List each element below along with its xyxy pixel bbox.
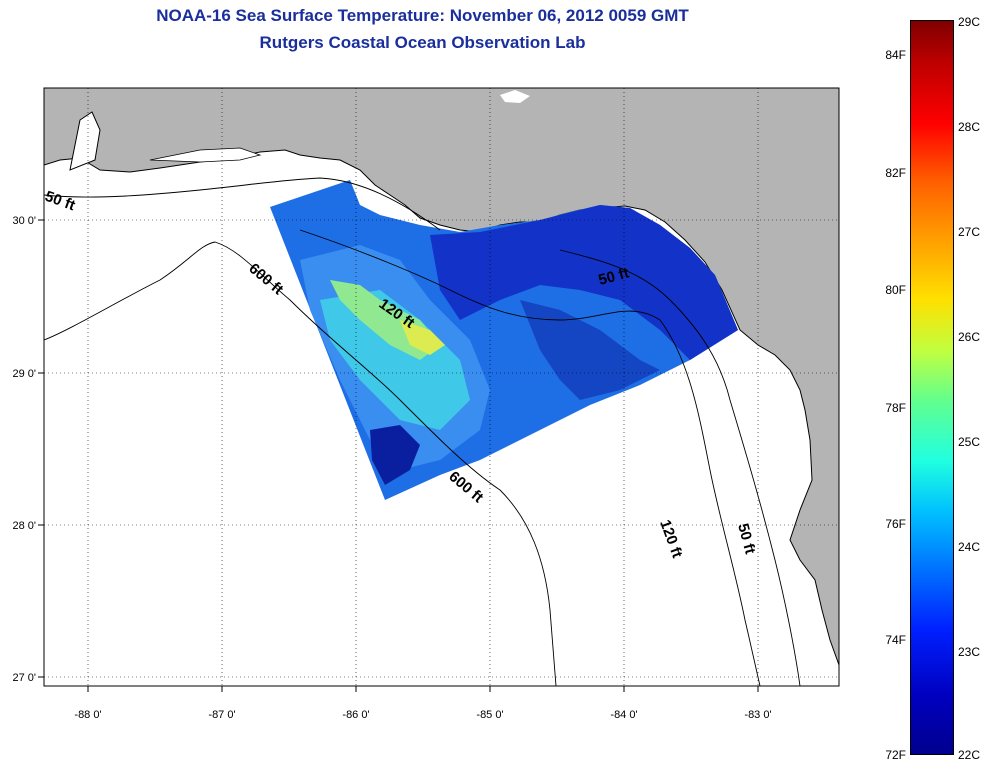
colorbar-f-label: 78F [885, 401, 906, 415]
sst-cold-spot [370, 425, 420, 485]
sst-map: 50 ft 600 ft 120 ft 50 ft 600 ft 120 ft … [12, 87, 840, 721]
colorbar-c-label: 23C [958, 645, 981, 659]
colorbar-f-label: 82F [885, 166, 906, 180]
colorbar-f-label: 74F [885, 633, 906, 647]
contour-120ft [299, 229, 761, 686]
colorbar-c-label: 25C [958, 435, 981, 449]
y-tick-label: 30 0' [12, 215, 36, 227]
colorbar [910, 20, 954, 755]
colorbar-c-label: 26C [958, 330, 981, 344]
sst-peak-region [400, 320, 445, 355]
x-tick-label: -86 0' [342, 709, 369, 721]
contour-50ft-west [44, 177, 441, 231]
colorbar-f-label: 72F [885, 748, 906, 762]
map-title: NOAA-16 Sea Surface Temperature: Novembe… [156, 6, 689, 25]
pensacola-bay [149, 147, 262, 163]
x-tick-label: -88 0' [74, 709, 101, 721]
colorbar-f-label: 80F [885, 283, 906, 297]
x-tick-label: -83 0' [744, 709, 771, 721]
y-tick-label: 29 0' [12, 368, 36, 380]
contour-600ft [44, 241, 557, 686]
x-tick-label: -87 0' [208, 709, 235, 721]
x-tick-label: -85 0' [476, 709, 503, 721]
sst-cold-band [520, 300, 660, 400]
colorbar-f-label: 84F [885, 48, 906, 62]
x-tick-label: -84 0' [610, 709, 637, 721]
y-tick-label: 27 0' [12, 672, 36, 684]
mobile-bay [69, 111, 101, 171]
colorbar-c-label: 27C [958, 225, 981, 239]
colorbar-c-label: 29C [958, 15, 981, 29]
colorbar-c-label: 28C [958, 120, 981, 134]
map-subtitle: Rutgers Coastal Ocean Observation Lab [259, 33, 586, 52]
contour-50ft-east [559, 249, 801, 686]
sst-warm-region [320, 290, 470, 430]
lake-patch [500, 90, 530, 103]
colorbar-f-label: 76F [885, 517, 906, 531]
colorbar-c-label: 22C [958, 748, 981, 762]
plot-frame [43, 87, 840, 687]
y-tick-label: 28 0' [12, 520, 36, 532]
colorbar-c-label: 24C [958, 540, 981, 554]
grid [44, 88, 839, 686]
